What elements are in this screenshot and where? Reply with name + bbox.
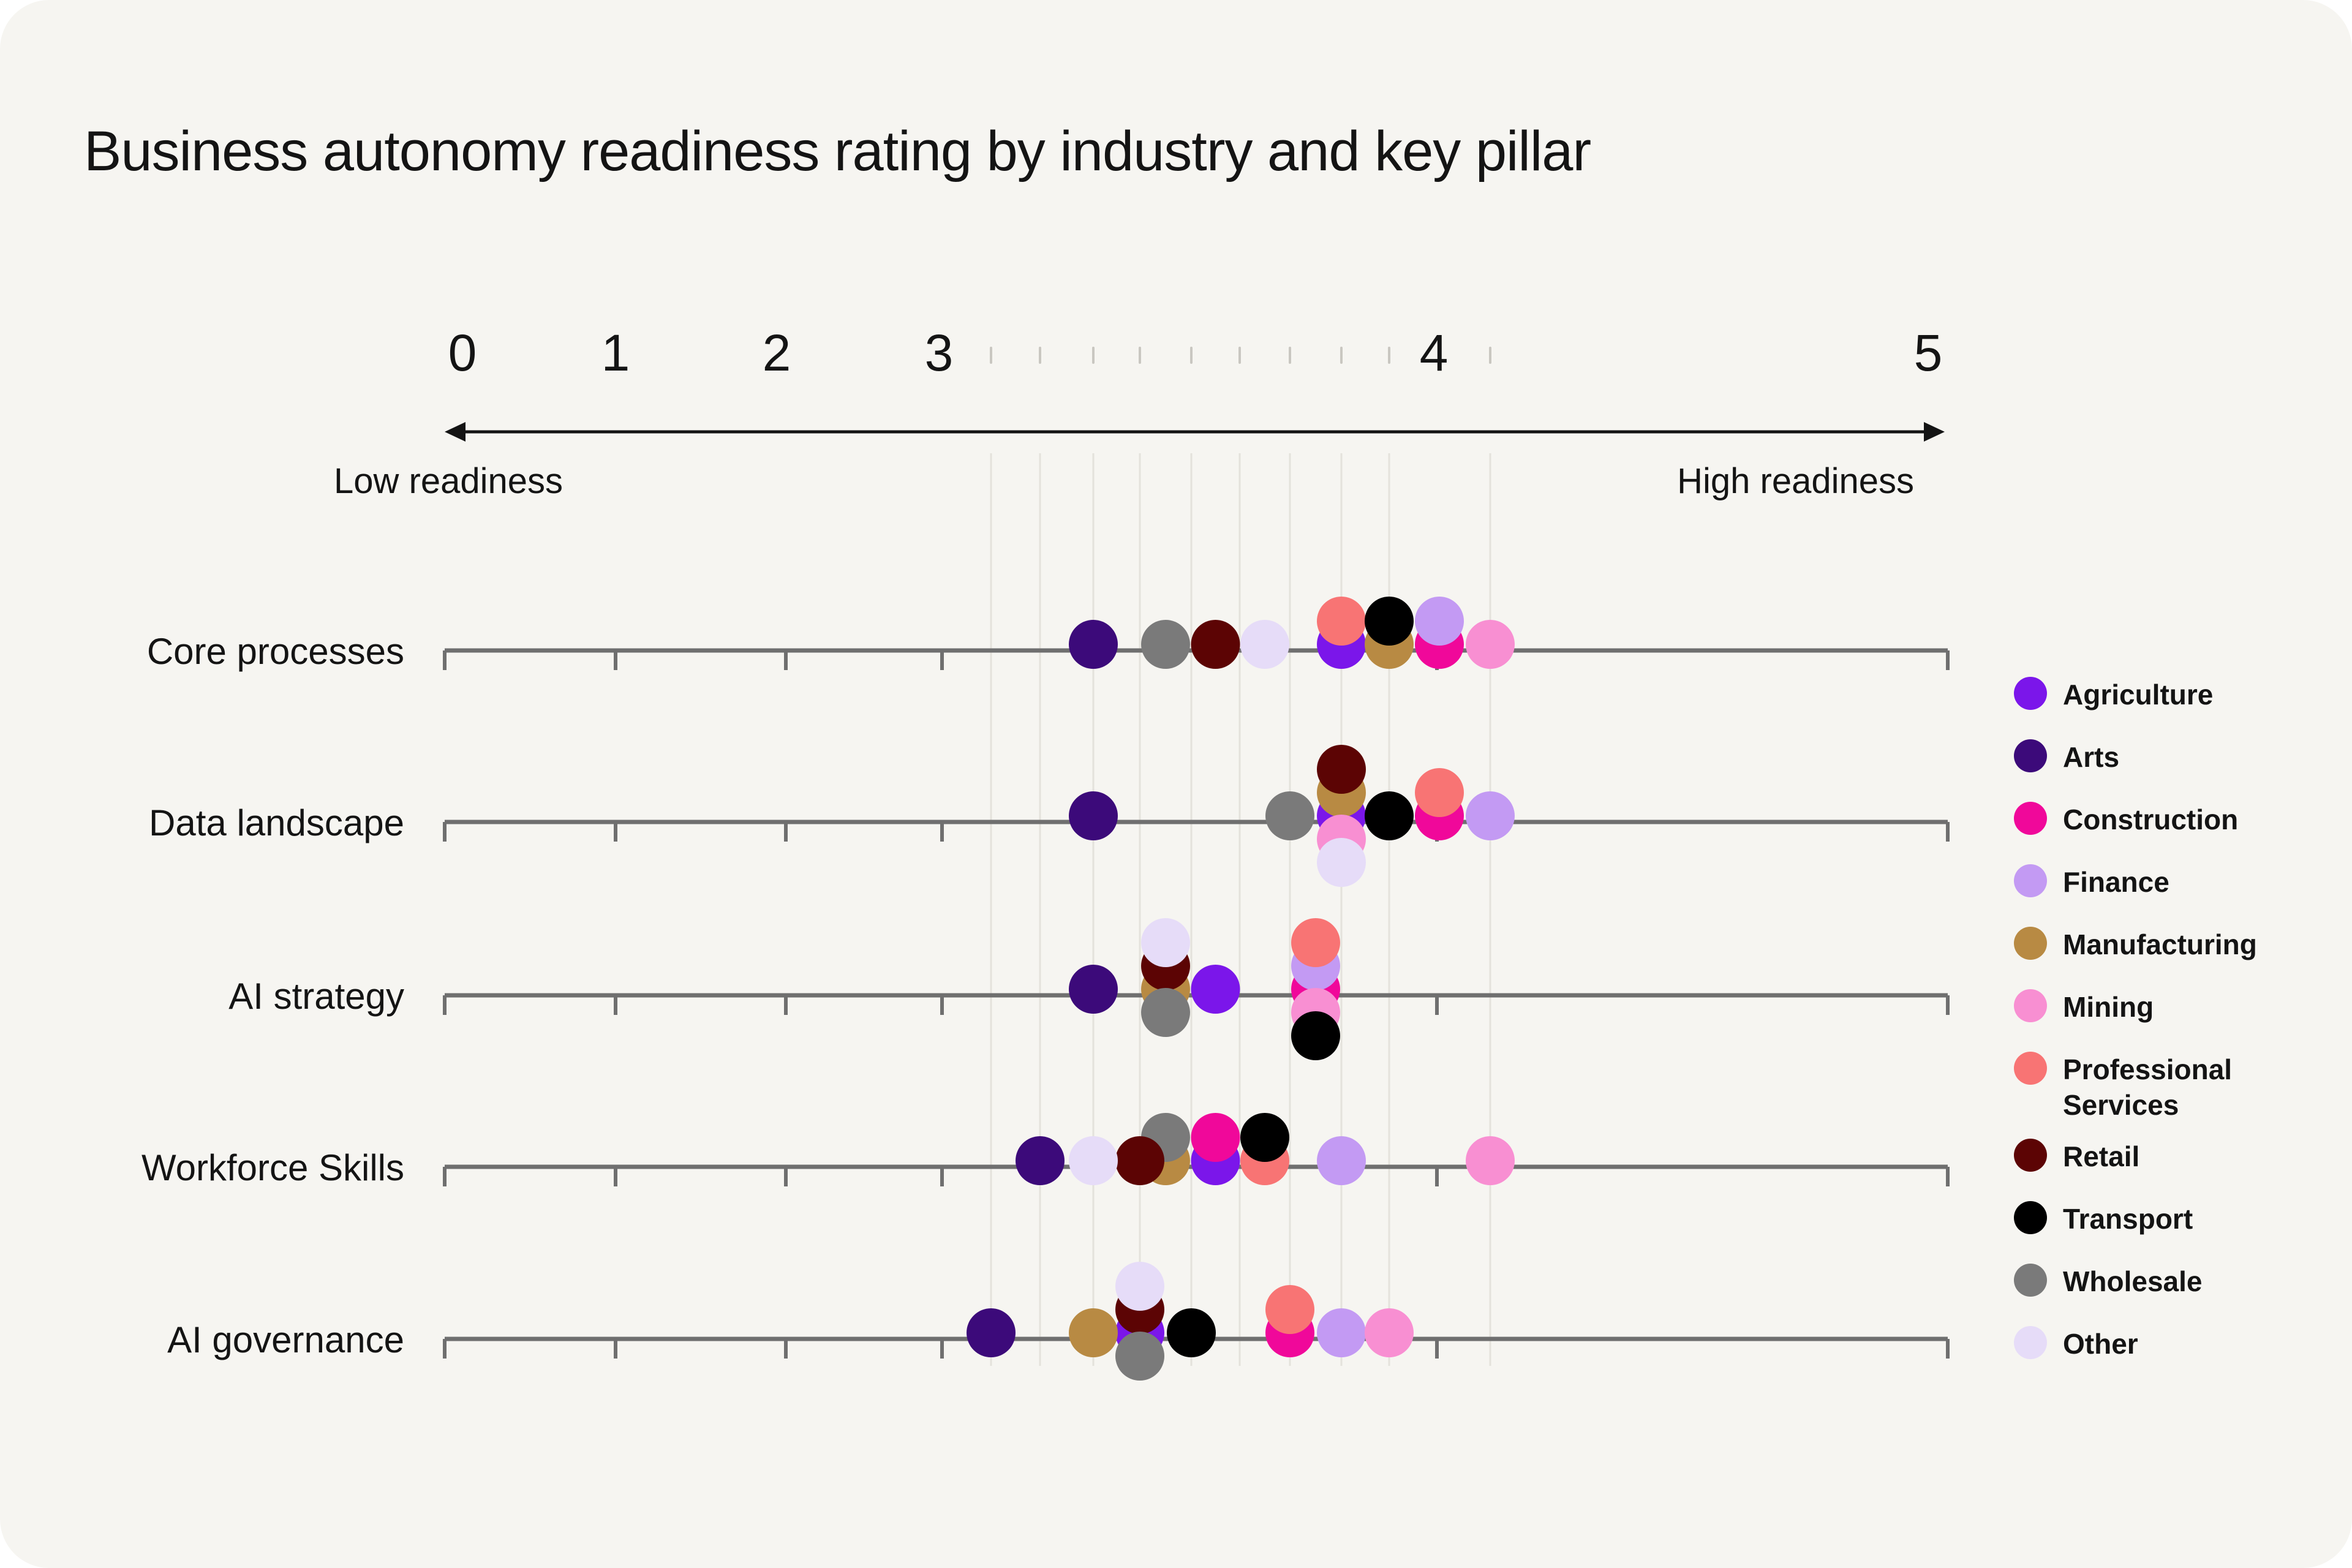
legend-label: Arts [2063, 741, 2120, 773]
data-point [1365, 791, 1414, 840]
legend-item: Arts [2014, 739, 2320, 775]
data-point [1191, 1113, 1240, 1162]
legend-swatch [2014, 739, 2047, 772]
legend-label: Professional Services [2063, 1054, 2233, 1121]
legend-item: Mining [2014, 989, 2320, 1025]
data-point [1466, 1136, 1515, 1185]
data-point [1317, 1308, 1366, 1357]
data-point [1317, 838, 1366, 887]
legend-label: Transport [2063, 1203, 2193, 1235]
legend-label: Other [2063, 1328, 2138, 1360]
pillar-label: AI strategy [228, 976, 404, 1017]
data-point [1141, 620, 1190, 669]
legend-item: Agriculture [2014, 677, 2320, 712]
axis-tick-label: 3 [925, 324, 954, 382]
high-readiness-label: High readiness [1677, 461, 1914, 501]
data-point [1291, 918, 1340, 967]
axis-tick-label: 0 [448, 324, 477, 382]
legend-label: Finance [2063, 866, 2169, 898]
legend-label: Retail [2063, 1140, 2140, 1172]
legend-swatch [2014, 1264, 2047, 1297]
pillar-label: Data landscape [149, 802, 404, 843]
chart-title: Business autonomy readiness rating by in… [84, 120, 1591, 183]
axis-tick-label: 2 [763, 324, 791, 382]
legend-swatch [2014, 1139, 2047, 1172]
data-point [967, 1308, 1016, 1357]
data-point [1265, 791, 1314, 840]
low-readiness-label: Low readiness [334, 461, 563, 501]
data-point [1240, 1113, 1289, 1162]
legend-swatch [2014, 1201, 2047, 1234]
legend-swatch [2014, 677, 2047, 710]
legend-item: Wholesale [2014, 1264, 2320, 1299]
data-point [1191, 965, 1240, 1014]
axis-tick-label: 1 [601, 324, 630, 382]
legend-item: Manufacturing [2014, 927, 2320, 962]
pillar-label: Workforce Skills [141, 1147, 404, 1188]
pillar-label: AI governance [167, 1319, 404, 1360]
data-point [1069, 1308, 1118, 1357]
data-point [1265, 1285, 1314, 1334]
legend-item: Professional Services [2014, 1052, 2320, 1123]
arrow-right-head [1924, 422, 1945, 442]
legend-item: Transport [2014, 1201, 2320, 1237]
legend-swatch [2014, 802, 2047, 835]
data-point [1415, 768, 1464, 817]
axis-tick-label: 4 [1420, 324, 1449, 382]
data-point [1016, 1136, 1065, 1185]
arrow-left-head [445, 422, 466, 442]
legend-item: Other [2014, 1326, 2320, 1362]
legend-swatch [2014, 864, 2047, 897]
legend-item: Finance [2014, 864, 2320, 900]
data-point [1167, 1308, 1216, 1357]
legend-item: Retail [2014, 1139, 2320, 1174]
legend-label: Wholesale [2063, 1265, 2203, 1297]
data-point [1069, 791, 1118, 840]
data-point [1115, 1332, 1164, 1381]
data-point [1069, 965, 1118, 1014]
data-point [1069, 1136, 1118, 1185]
data-point [1415, 597, 1464, 646]
legend-label: Mining [2063, 991, 2154, 1023]
legend-swatch [2014, 1326, 2047, 1359]
data-point [1466, 620, 1515, 669]
data-point [1141, 918, 1190, 967]
data-point [1115, 1136, 1164, 1185]
data-point [1365, 597, 1414, 646]
data-point [1115, 1262, 1164, 1311]
legend-label: Construction [2063, 804, 2239, 835]
data-point [1365, 1308, 1414, 1357]
legend-swatch [2014, 927, 2047, 960]
legend-label: Agriculture [2063, 679, 2214, 710]
data-point [1141, 988, 1190, 1037]
pillar-label: Core processes [147, 631, 404, 672]
legend-swatch [2014, 989, 2047, 1022]
data-point [1317, 745, 1366, 794]
data-point [1240, 620, 1289, 669]
axis-tick-label: 5 [1914, 324, 1943, 382]
data-point [1317, 1136, 1366, 1185]
data-point [1466, 791, 1515, 840]
legend-swatch [2014, 1052, 2047, 1085]
legend-label: Manufacturing [2063, 929, 2257, 960]
data-point [1069, 620, 1118, 669]
legend-item: Construction [2014, 802, 2320, 837]
data-point [1291, 1011, 1340, 1060]
data-point [1191, 620, 1240, 669]
data-point [1317, 597, 1366, 646]
